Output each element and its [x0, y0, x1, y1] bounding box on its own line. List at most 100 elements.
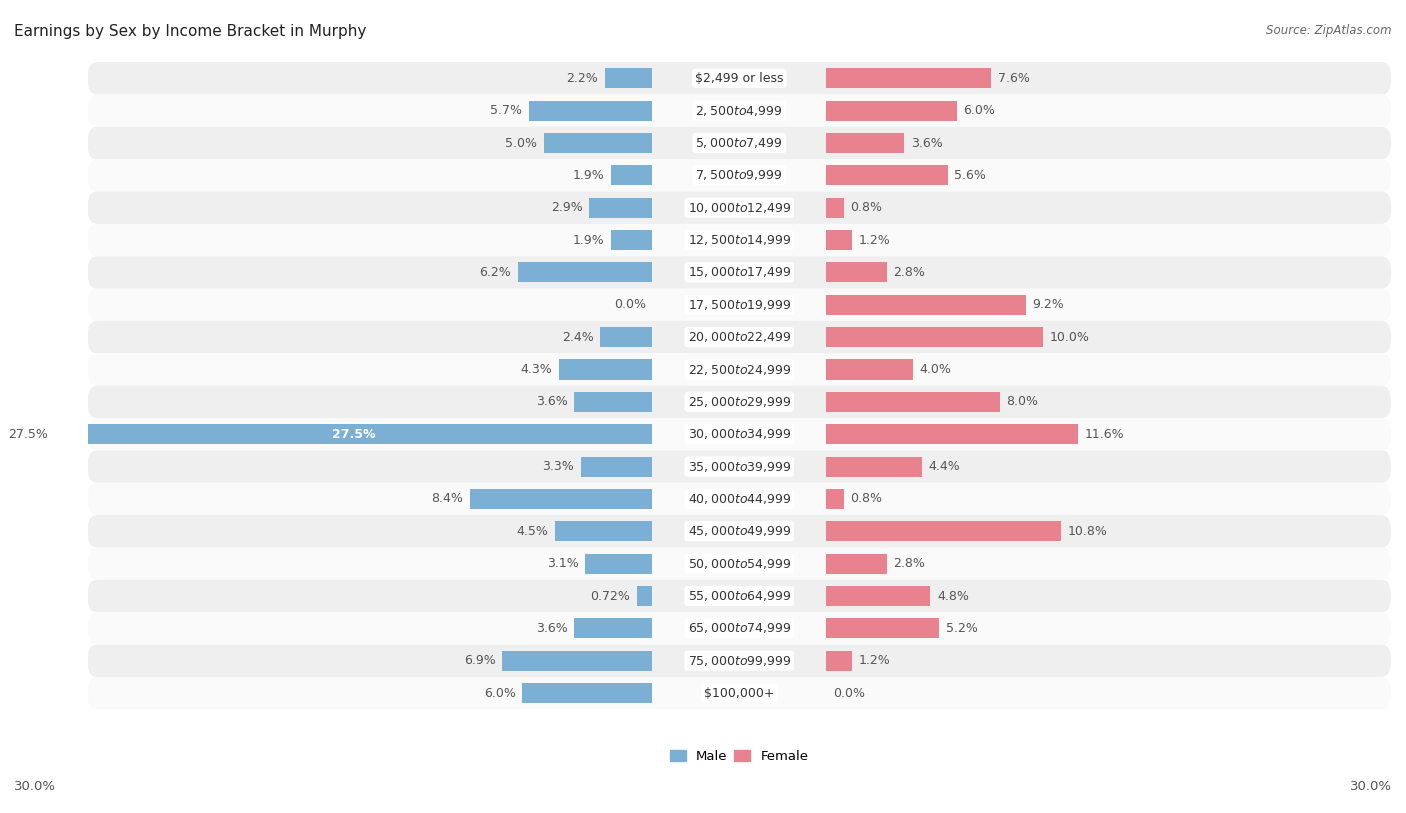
Text: 7.6%: 7.6% [998, 72, 1029, 85]
Bar [544, 133, 652, 153]
Bar [574, 619, 652, 638]
Text: 5.2%: 5.2% [946, 622, 977, 635]
Text: 5.0%: 5.0% [505, 137, 537, 150]
Text: $100,000+: $100,000+ [704, 687, 775, 699]
FancyBboxPatch shape [87, 418, 1391, 450]
Text: 10.0%: 10.0% [1050, 331, 1090, 344]
Text: Earnings by Sex by Income Bracket in Murphy: Earnings by Sex by Income Bracket in Mur… [14, 24, 367, 39]
Bar [827, 457, 922, 476]
Text: 30.0%: 30.0% [1350, 780, 1392, 793]
Text: 6.0%: 6.0% [963, 104, 995, 117]
Text: 0.0%: 0.0% [614, 298, 645, 311]
Text: 6.0%: 6.0% [484, 687, 516, 699]
Text: 2.8%: 2.8% [894, 557, 925, 570]
FancyBboxPatch shape [87, 483, 1391, 515]
Text: $5,000 to $7,499: $5,000 to $7,499 [696, 136, 783, 150]
Text: 4.5%: 4.5% [516, 525, 548, 538]
Text: 5.6%: 5.6% [955, 169, 986, 182]
Bar [827, 489, 844, 509]
Text: 1.9%: 1.9% [572, 233, 605, 246]
Text: 3.6%: 3.6% [536, 395, 568, 408]
Bar [574, 392, 652, 412]
Bar [827, 68, 991, 89]
FancyBboxPatch shape [87, 547, 1391, 580]
Bar [637, 586, 652, 606]
FancyBboxPatch shape [87, 127, 1391, 159]
Bar [502, 650, 652, 671]
Text: 8.0%: 8.0% [1007, 395, 1039, 408]
Text: 6.2%: 6.2% [479, 266, 512, 279]
FancyBboxPatch shape [87, 612, 1391, 645]
Text: 0.8%: 0.8% [851, 202, 882, 215]
Text: $10,000 to $12,499: $10,000 to $12,499 [688, 201, 792, 215]
Text: 2.9%: 2.9% [551, 202, 583, 215]
Text: 1.2%: 1.2% [859, 654, 890, 667]
Text: 4.8%: 4.8% [936, 589, 969, 602]
FancyBboxPatch shape [87, 256, 1391, 289]
FancyBboxPatch shape [87, 385, 1391, 418]
Bar [827, 392, 1000, 412]
Bar [827, 230, 852, 250]
Text: 27.5%: 27.5% [332, 428, 375, 441]
Text: 2.2%: 2.2% [567, 72, 598, 85]
Bar [529, 101, 652, 120]
Text: Source: ZipAtlas.com: Source: ZipAtlas.com [1267, 24, 1392, 37]
Bar [827, 295, 1026, 315]
FancyBboxPatch shape [87, 580, 1391, 612]
FancyBboxPatch shape [87, 94, 1391, 127]
Text: 0.8%: 0.8% [851, 493, 882, 506]
Bar [522, 683, 652, 703]
Bar [581, 457, 652, 476]
Text: $65,000 to $74,999: $65,000 to $74,999 [688, 621, 792, 636]
Text: 0.72%: 0.72% [591, 589, 630, 602]
Text: 1.9%: 1.9% [572, 169, 605, 182]
FancyBboxPatch shape [87, 159, 1391, 192]
Bar [827, 133, 904, 153]
Text: $35,000 to $39,999: $35,000 to $39,999 [688, 459, 792, 474]
Text: $22,500 to $24,999: $22,500 to $24,999 [688, 363, 792, 376]
Bar [827, 101, 956, 120]
FancyBboxPatch shape [87, 645, 1391, 677]
Bar [600, 327, 652, 347]
Text: $40,000 to $44,999: $40,000 to $44,999 [688, 492, 792, 506]
Bar [612, 165, 652, 185]
Text: 9.2%: 9.2% [1032, 298, 1064, 311]
FancyBboxPatch shape [87, 192, 1391, 224]
Text: $20,000 to $22,499: $20,000 to $22,499 [688, 330, 792, 344]
Text: 1.2%: 1.2% [859, 233, 890, 246]
Text: 3.1%: 3.1% [547, 557, 578, 570]
Text: 6.9%: 6.9% [464, 654, 496, 667]
Text: 4.0%: 4.0% [920, 363, 952, 376]
FancyBboxPatch shape [87, 289, 1391, 321]
Text: 10.8%: 10.8% [1067, 525, 1107, 538]
Text: $50,000 to $54,999: $50,000 to $54,999 [688, 557, 792, 571]
Text: 4.4%: 4.4% [928, 460, 960, 473]
Text: $30,000 to $34,999: $30,000 to $34,999 [688, 427, 792, 441]
Bar [827, 554, 887, 574]
Text: $12,500 to $14,999: $12,500 to $14,999 [688, 233, 792, 247]
FancyBboxPatch shape [87, 62, 1391, 94]
Text: $45,000 to $49,999: $45,000 to $49,999 [688, 524, 792, 538]
Text: $2,500 to $4,999: $2,500 to $4,999 [696, 103, 783, 118]
Bar [827, 165, 948, 185]
Legend: Male, Female: Male, Female [665, 745, 814, 768]
Bar [589, 198, 652, 218]
Bar [827, 263, 887, 282]
Bar [55, 424, 652, 444]
FancyBboxPatch shape [87, 450, 1391, 483]
Text: 3.6%: 3.6% [911, 137, 942, 150]
Text: 0.0%: 0.0% [832, 687, 865, 699]
Text: 4.3%: 4.3% [520, 363, 553, 376]
Bar [827, 359, 912, 380]
Bar [612, 230, 652, 250]
Text: $17,500 to $19,999: $17,500 to $19,999 [688, 298, 792, 312]
Bar [517, 263, 652, 282]
Text: 3.6%: 3.6% [536, 622, 568, 635]
Bar [827, 424, 1078, 444]
Text: $15,000 to $17,499: $15,000 to $17,499 [688, 265, 792, 280]
Text: 11.6%: 11.6% [1084, 428, 1125, 441]
Text: 2.4%: 2.4% [562, 331, 593, 344]
FancyBboxPatch shape [87, 354, 1391, 385]
FancyBboxPatch shape [87, 224, 1391, 256]
FancyBboxPatch shape [87, 515, 1391, 547]
